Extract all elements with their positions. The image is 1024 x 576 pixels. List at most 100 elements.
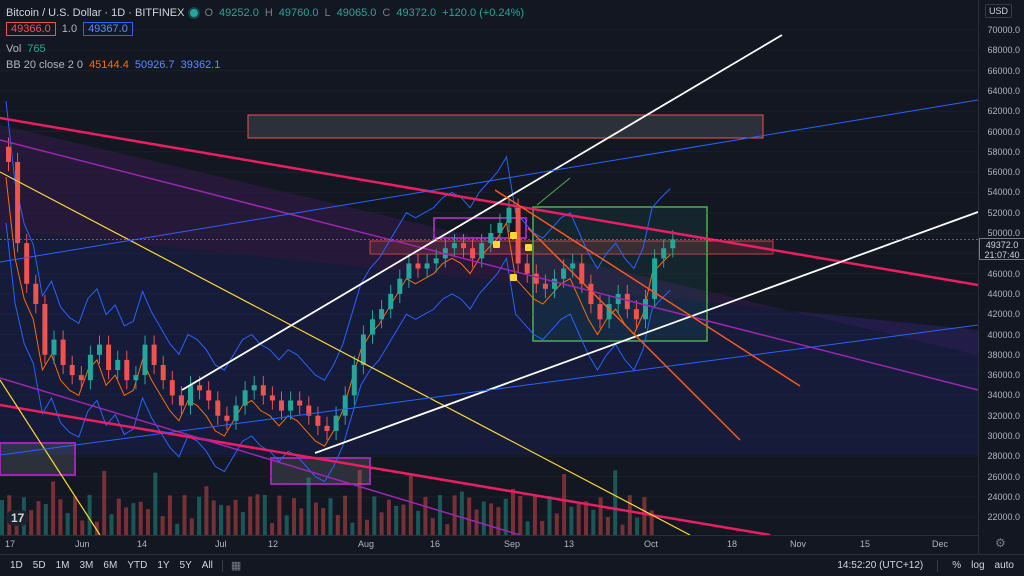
price-chart[interactable]	[0, 0, 978, 535]
volume-bar	[94, 521, 99, 535]
volume-bar	[313, 502, 318, 535]
candle-body	[597, 304, 603, 320]
volume-bar	[109, 514, 114, 535]
volume-bar	[14, 517, 19, 535]
volume-bar	[328, 498, 333, 535]
clock[interactable]: 14:52:20 (UTC+12)	[837, 560, 924, 571]
volume-bar	[438, 495, 442, 535]
trendline-blue-lower	[0, 324, 978, 456]
period-button[interactable]: 5D	[32, 560, 46, 571]
candle-body	[451, 243, 457, 249]
period-button[interactable]: 6M	[103, 560, 118, 571]
candle-body	[178, 395, 184, 406]
trendline-orange-2	[527, 227, 741, 441]
calendar-icon[interactable]: ▦	[230, 560, 242, 572]
price-tick-label: 56000.0	[987, 167, 1020, 178]
volume-bar	[547, 496, 552, 535]
candle-body	[561, 268, 567, 279]
volume-bar	[394, 505, 399, 535]
quantity-value[interactable]: 1.0	[61, 23, 78, 35]
volume-bar	[365, 519, 369, 535]
volume-bar	[335, 515, 340, 535]
high-label: H	[264, 7, 273, 19]
auto-toggle[interactable]: auto	[994, 560, 1014, 571]
symbol-title[interactable]: Bitcoin / U.S. Dollar · 1D · BITFINEX	[6, 7, 185, 19]
candle-body	[224, 415, 230, 421]
candle-body	[652, 258, 658, 299]
close-value: 49372.0	[396, 7, 437, 19]
tradingview-logo[interactable]: 17	[6, 510, 30, 526]
trendline-yellow-left	[0, 379, 101, 535]
bar-countdown: 21:07:40	[984, 250, 1020, 260]
period-button[interactable]: YTD	[127, 560, 148, 571]
volume-bar	[36, 501, 41, 535]
price-axis[interactable]: USD 70000.0 68000.0 66000.0 64000.0 62000.0 6…	[978, 0, 1024, 554]
price-tick-label: 44000.0	[987, 288, 1020, 299]
candle-body	[661, 248, 667, 259]
candle-body	[288, 400, 294, 411]
candle-body	[160, 364, 166, 381]
volume-bar	[73, 496, 77, 535]
volume-bar	[138, 501, 143, 535]
bollinger-upper: 50926.7	[134, 59, 175, 71]
price-tick-label: 36000.0	[987, 370, 1020, 381]
time-tick-label: 14	[137, 539, 148, 549]
period-button[interactable]: 1Y	[157, 560, 170, 571]
candle-body	[406, 263, 412, 279]
price-tick-label: 24000.0	[987, 491, 1020, 502]
candle-body	[588, 283, 594, 305]
period-button[interactable]: 3M	[79, 560, 94, 571]
volume-bar	[255, 494, 260, 535]
volume-bar	[248, 496, 253, 535]
sell-button[interactable]: 49366.0	[6, 22, 56, 36]
bollinger-lower-line	[5, 222, 671, 483]
currency-selector[interactable]: USD	[985, 4, 1013, 18]
candle-body	[51, 339, 57, 355]
period-selector: 1D 5D 1M 3M 6M YTD 1Y 5Y All	[0, 560, 218, 571]
candle-body	[151, 344, 157, 365]
highlight-box	[433, 217, 527, 239]
bollinger-legend[interactable]: BB 20 close 2 0 45144.4 50926.7 39362.1	[6, 57, 524, 73]
status-area: 14:52:20 (UTC+12) % log auto	[837, 559, 1024, 572]
candle-body	[351, 364, 357, 396]
candle-body	[424, 263, 430, 269]
candle-body	[60, 339, 66, 365]
volume-bar	[620, 524, 625, 535]
candle-body	[570, 263, 576, 269]
volume-bar	[226, 505, 231, 535]
high-value: 49760.0	[278, 7, 319, 19]
period-button[interactable]: 5Y	[179, 560, 192, 571]
close-label: C	[382, 7, 391, 19]
percent-toggle[interactable]: %	[952, 560, 962, 571]
candle-body	[415, 263, 421, 269]
period-button[interactable]: All	[201, 560, 213, 571]
bollinger-name: BB 20 close 2 0	[6, 59, 84, 71]
buy-button[interactable]: 49367.0	[83, 22, 133, 36]
trendline-yellow	[0, 171, 691, 535]
open-value: 49252.0	[219, 7, 259, 19]
trendline-blue	[0, 99, 978, 263]
volume-bar	[175, 523, 180, 535]
candle-body	[188, 385, 193, 406]
trendline-white-upper	[181, 34, 783, 391]
candle-body	[497, 222, 503, 233]
candle-body	[15, 161, 21, 244]
candle-body	[579, 263, 585, 284]
period-button[interactable]: 1M	[55, 560, 70, 571]
bollinger-basis: 45144.4	[89, 59, 129, 71]
candle-body	[87, 354, 93, 381]
time-axis[interactable]: 17 Jun 14 Jul 12 Aug 16 Sep 13 Oct 18 Nov 15 Dec	[0, 535, 978, 554]
volume-legend[interactable]: Vol 765	[6, 41, 524, 57]
candle-body	[360, 334, 366, 365]
period-button[interactable]: 1D	[10, 560, 23, 571]
candle-body	[433, 258, 439, 264]
candle-body	[315, 415, 321, 426]
log-toggle[interactable]: log	[971, 560, 985, 571]
volume-bar	[576, 503, 581, 535]
candle-body	[552, 278, 557, 289]
left-box	[0, 442, 76, 476]
candle-body	[606, 304, 612, 320]
gear-icon[interactable]: ⚙	[995, 536, 1006, 550]
